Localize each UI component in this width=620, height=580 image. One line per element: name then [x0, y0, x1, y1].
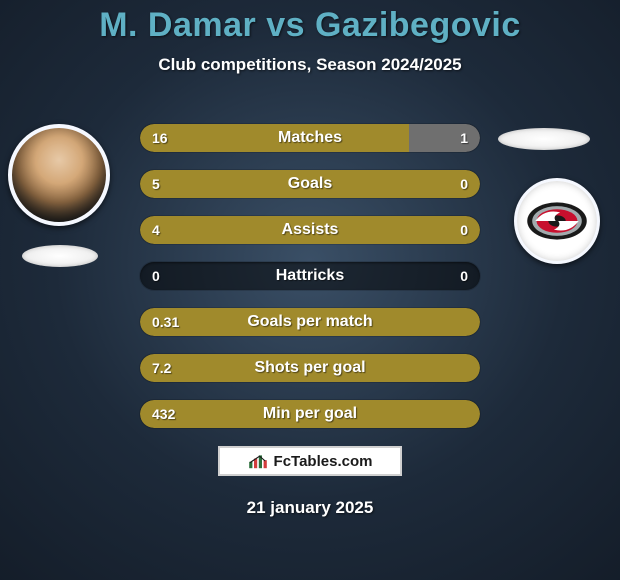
stat-label: Assists [140, 216, 480, 244]
stat-row: 00Hattricks [140, 262, 480, 290]
stat-row: 432Min per goal [140, 400, 480, 428]
club-oval-left [22, 245, 98, 267]
stat-label: Matches [140, 124, 480, 152]
branding-badge: FcTables.com [218, 446, 402, 476]
stat-label: Shots per goal [140, 354, 480, 382]
stat-row: 0.31Goals per match [140, 308, 480, 336]
team-logo-right [514, 178, 600, 264]
hurricanes-icon [526, 190, 588, 252]
fctables-icon [248, 453, 268, 469]
branding-label: FcTables.com [274, 453, 373, 470]
player-avatar-left [8, 124, 110, 226]
stat-row: 161Matches [140, 124, 480, 152]
page-title: M. Damar vs Gazibegovic [0, 6, 620, 45]
stat-label: Hattricks [140, 262, 480, 290]
club-oval-right [498, 128, 590, 150]
stat-label: Goals [140, 170, 480, 198]
date-label: 21 january 2025 [0, 498, 620, 518]
stat-row: 7.2Shots per goal [140, 354, 480, 382]
stats-panel: 161Matches 50Goals 40Assists 00Hattricks 0.3… [140, 124, 480, 446]
stat-row: 50Goals [140, 170, 480, 198]
stat-label: Min per goal [140, 400, 480, 428]
stat-label: Goals per match [140, 308, 480, 336]
stat-row: 40Assists [140, 216, 480, 244]
subtitle: Club competitions, Season 2024/2025 [0, 55, 620, 75]
